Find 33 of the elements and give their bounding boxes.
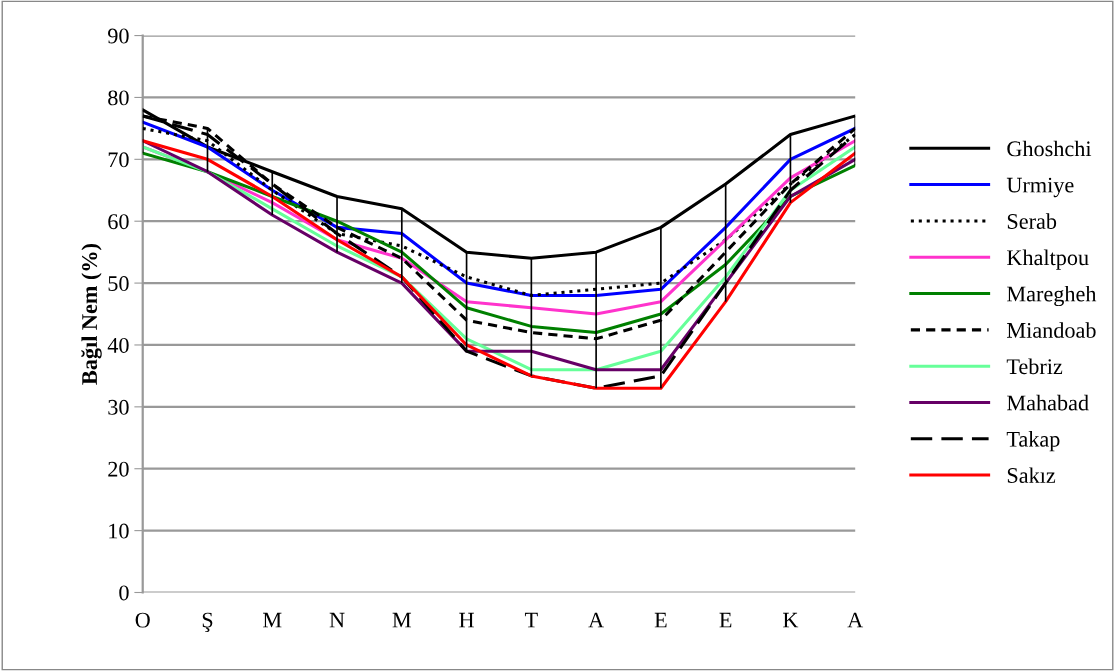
x-tick-label: M xyxy=(392,612,412,628)
x-tick-label: H xyxy=(459,612,474,628)
y-tick-label: 50 xyxy=(108,276,129,292)
x-tick-label: A xyxy=(588,612,604,628)
x-tick-label: E xyxy=(719,612,732,628)
y-tick-label: 0 xyxy=(119,585,129,601)
legend-label: Takap xyxy=(1006,431,1060,452)
x-tick-label: T xyxy=(524,612,538,628)
legend-label: Khaltpou xyxy=(1007,249,1089,270)
x-tick-label: Ş xyxy=(202,612,213,633)
y-tick-label: 20 xyxy=(108,461,129,477)
legend-label: Mahabad xyxy=(1007,394,1089,411)
legend-label: Serab xyxy=(1007,213,1057,229)
y-tick-label: 60 xyxy=(108,214,129,230)
y-tick-label: 40 xyxy=(107,337,129,353)
x-tick-label: O xyxy=(135,612,150,628)
y-tick-label: 90 xyxy=(108,28,129,44)
legend-label: Urmiye xyxy=(1006,177,1074,198)
y-tick-label: 10 xyxy=(109,523,129,539)
x-tick-label: M xyxy=(263,612,282,628)
legend-label: Tebriz xyxy=(1006,358,1063,375)
x-tick-label: N xyxy=(329,612,345,628)
legend-label: Sakız xyxy=(1007,467,1056,484)
x-tick-label: A xyxy=(847,612,864,628)
legend-label: Maregheh xyxy=(1007,285,1097,307)
x-tick-label: E xyxy=(654,612,667,628)
y-tick-label: 30 xyxy=(108,399,129,415)
y-tick-label: 80 xyxy=(108,90,129,106)
x-tick-label: K xyxy=(783,612,799,628)
legend-label: Miandoab xyxy=(1007,322,1096,338)
y-axis-title: Bağıl Nem (%) xyxy=(81,244,102,385)
y-tick-label: 70 xyxy=(108,152,129,168)
legend-label: Ghoshchi xyxy=(1007,140,1092,157)
